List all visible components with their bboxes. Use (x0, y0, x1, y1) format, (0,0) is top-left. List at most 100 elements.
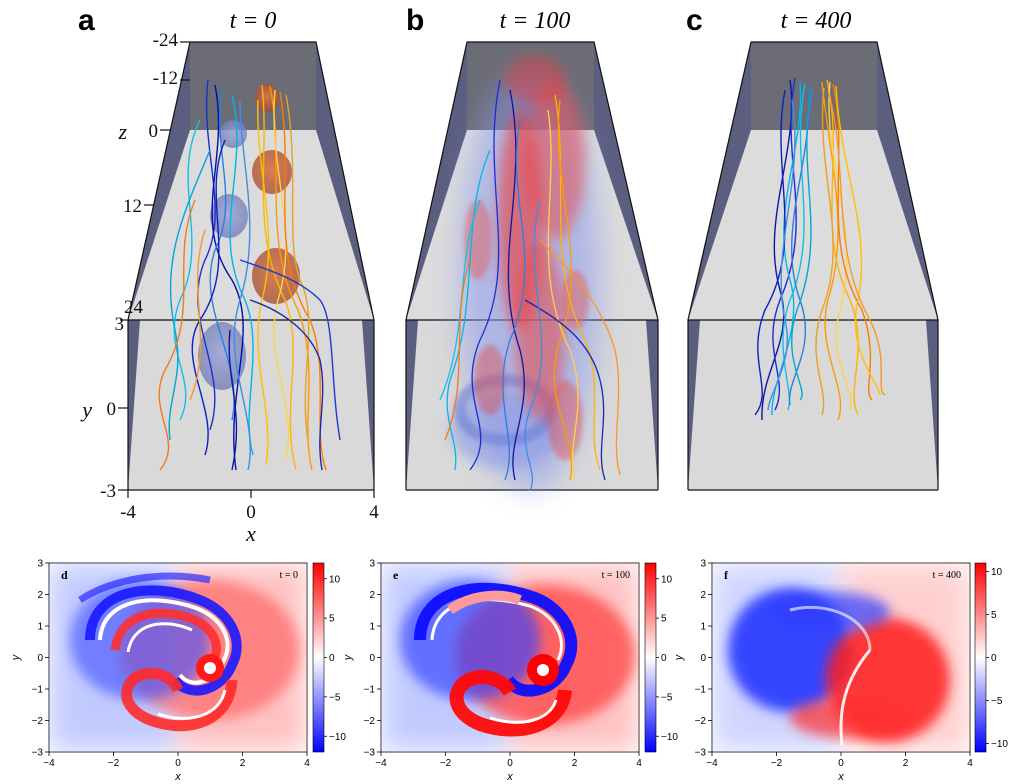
panel-letter: c (686, 4, 703, 37)
y-tick-label: −2 (364, 716, 376, 727)
y-tick-label: 3 (700, 559, 706, 570)
colorbar-tick-label: −10 (329, 732, 346, 743)
x-tick-label: 4 (636, 758, 642, 769)
y-tick-label: −3 (364, 748, 376, 759)
vortex-lines (439, 79, 621, 491)
x-tick-label: −4 (43, 758, 55, 769)
colorbar-tick-label: 10 (329, 574, 341, 585)
colorbar-tick-label: −5 (329, 692, 341, 703)
y-tick-label: 1 (369, 622, 375, 633)
panel-time: t = 0 (280, 570, 298, 581)
y-tick-label: 2 (369, 590, 375, 601)
colorbar (644, 562, 657, 753)
x-tick-label: −2 (771, 758, 783, 769)
panel-time: t = 400 (933, 570, 961, 581)
y-axis-label: y (342, 653, 354, 661)
x-tick: 4 (369, 502, 379, 523)
panel-letter: e (393, 568, 399, 582)
y-tick-label: 3 (369, 559, 375, 570)
z-tick: 24 (124, 297, 144, 318)
colorbar-tick-label: 0 (661, 653, 667, 664)
colorbar-tick-label: 10 (991, 567, 1003, 578)
x-axis-label: x (837, 771, 844, 783)
y-tick-label: 0 (37, 653, 43, 664)
y-tick-label: 2 (700, 590, 706, 601)
z-axis-label: z (117, 119, 127, 144)
panel-b: b t = 100 (405, 4, 659, 491)
heatmap-axes: −4 −2 0 2 4 3 2 1 0 −1 −2 −3 x y (342, 559, 642, 784)
y-tick-label: 1 (37, 622, 43, 633)
colorbar (974, 562, 987, 753)
box-frame (687, 41, 939, 491)
panel-letter: b (406, 4, 424, 37)
colorbar-tick-label: 0 (329, 653, 335, 664)
y-tick-label: 1 (700, 622, 706, 633)
x-tick-label: −2 (440, 758, 452, 769)
x-tick-label: 2 (240, 758, 246, 769)
y-tick: 3 (115, 314, 125, 335)
y-tick-label: −1 (364, 685, 376, 696)
colorbar-tick-label: 0 (991, 653, 997, 664)
panel-a: -24 -12 0 12 24 3 0 -3 -4 0 4 z y x a t … (78, 4, 379, 546)
y-axis-label: y (10, 653, 22, 661)
y-tick-label: 0 (700, 653, 706, 664)
x-axis-label: x (245, 521, 256, 546)
x-tick: -4 (120, 502, 136, 523)
y-tick-label: −3 (32, 748, 44, 759)
y-tick-label: 3 (37, 559, 43, 570)
colorbar-ticks: 10 5 0 −5 −10 (656, 574, 678, 743)
z-tick: -24 (153, 30, 179, 51)
colorbar-tick-label: 5 (661, 614, 667, 625)
heatmap-axes: −4 −2 0 2 4 3 2 1 0 −1 −2 −3 x y (673, 559, 973, 784)
panel-time: t = 0 (230, 8, 277, 34)
panel-time: t = 400 (781, 8, 852, 34)
heatmap-axes: −4 −2 0 2 4 3 2 1 0 −1 −2 −3 x y (10, 559, 310, 784)
z-tick: -12 (153, 68, 178, 89)
axes-3d-a (118, 41, 375, 498)
x-axis-label: x (174, 771, 181, 783)
x-tick-label: 4 (967, 758, 973, 769)
colorbar-ticks: 10 5 0 −5 −10 (986, 567, 1008, 750)
colorbar-tick-label: −10 (991, 739, 1008, 750)
x-tick-label: −4 (706, 758, 718, 769)
x-tick-label: −2 (108, 758, 120, 769)
y-tick-label: −1 (32, 685, 44, 696)
panel-time: t = 100 (602, 570, 630, 581)
y-tick-label: −2 (32, 716, 44, 727)
panel-c: c t = 400 (686, 4, 939, 491)
x-tick-label: 0 (838, 758, 844, 769)
panel-letter: f (724, 568, 729, 582)
vorticity-field (712, 563, 970, 752)
colorbar-tick-label: −10 (661, 732, 678, 743)
y-tick-label: 0 (369, 653, 375, 664)
x-tick: 0 (246, 502, 256, 523)
y-tick-label: −1 (695, 685, 707, 696)
y-axis-label: y (80, 397, 92, 422)
panel-letter: a (78, 4, 95, 37)
panel-letter: d (61, 568, 68, 582)
axis-ticks-3d-a: -24 -12 0 12 24 3 0 -3 -4 0 4 z y x (80, 30, 379, 546)
x-tick-label: 2 (572, 758, 578, 769)
colorbar-tick-label: −5 (991, 696, 1003, 707)
y-tick-label: 2 (37, 590, 43, 601)
z-tick: 0 (149, 121, 159, 142)
vorticity-field (381, 563, 639, 752)
colorbar-tick-label: 5 (991, 610, 997, 621)
colorbar-ticks: 10 5 0 −5 −10 (324, 574, 346, 743)
colorbar (312, 562, 325, 753)
y-axis-label: y (673, 653, 685, 661)
x-tick-label: 2 (903, 758, 909, 769)
z-tick: 12 (123, 196, 142, 217)
vortex-lines (158, 79, 341, 471)
panel-time: t = 100 (500, 8, 571, 34)
x-axis-label: x (506, 771, 513, 783)
y-tick-label: −2 (695, 716, 707, 727)
vortex-lines (754, 77, 886, 421)
x-tick-label: 0 (175, 758, 181, 769)
colorbar-tick-label: −5 (661, 692, 673, 703)
y-tick-label: −3 (695, 748, 707, 759)
x-tick-label: 4 (304, 758, 310, 769)
